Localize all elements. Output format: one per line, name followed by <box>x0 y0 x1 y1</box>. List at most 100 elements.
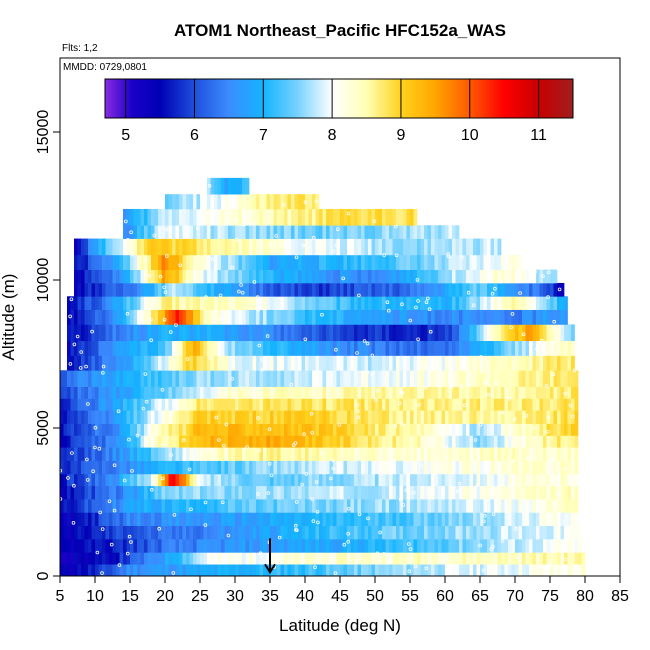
heatmap-cell <box>200 423 204 436</box>
heatmap-cell <box>469 552 474 565</box>
heatmap-cell <box>189 225 194 239</box>
heatmap-cell <box>483 370 488 387</box>
heatmap-cell <box>217 473 222 487</box>
heatmap-cell <box>508 398 512 411</box>
heatmap-cell <box>182 499 187 513</box>
heatmap-cell <box>263 386 267 399</box>
heatmap-cell <box>406 296 411 310</box>
heatmap-cell <box>287 512 292 527</box>
heatmap-cell <box>133 225 138 239</box>
heatmap-cell <box>242 473 246 487</box>
heatmap-cell <box>270 435 274 448</box>
heatmap-cell <box>308 552 313 565</box>
heatmap-cell <box>249 309 253 325</box>
heatmap-cell <box>487 460 491 475</box>
heatmap-cell <box>112 525 117 540</box>
heatmap-cell <box>179 225 183 239</box>
heatmap-cell <box>522 435 526 448</box>
heatmap-cell <box>77 539 82 553</box>
heatmap-cell <box>501 309 505 325</box>
heatmap-cell <box>347 423 351 436</box>
sample-point <box>293 523 298 528</box>
heatmap-cell <box>144 208 148 226</box>
sample-point <box>413 564 418 569</box>
heatmap-cell <box>210 447 215 461</box>
heatmap-cell <box>151 552 155 565</box>
heatmap-cell <box>378 355 383 371</box>
heatmap-cell <box>438 435 442 448</box>
heatmap-cell <box>231 208 236 226</box>
heatmap-cell <box>112 564 117 577</box>
heatmap-cell <box>490 238 495 256</box>
heatmap-cell <box>273 194 278 210</box>
heatmap-cell <box>207 499 211 513</box>
heatmap-cell <box>165 525 169 540</box>
heatmap-cell <box>438 512 442 527</box>
heatmap-cell <box>249 324 253 342</box>
heatmap-cell <box>228 485 232 500</box>
heatmap-cell <box>273 525 278 540</box>
heatmap-cell <box>224 309 229 325</box>
heatmap-cell <box>144 282 148 297</box>
heatmap-cell <box>326 296 330 310</box>
heatmap-cell <box>259 525 264 540</box>
sample-point <box>547 564 552 569</box>
heatmap-cell <box>452 386 456 399</box>
heatmap-cell <box>259 512 264 527</box>
heatmap-cell <box>168 340 173 356</box>
heatmap-cell <box>102 564 106 577</box>
heatmap-cell <box>336 370 341 387</box>
sample-point <box>473 438 478 442</box>
sample-point <box>331 466 336 471</box>
heatmap-cell <box>518 410 523 424</box>
heatmap-cell <box>574 410 579 424</box>
sample-point <box>309 411 314 416</box>
heatmap-cell <box>273 386 278 399</box>
heatmap-cell <box>546 447 551 461</box>
heatmap-cell <box>389 499 393 513</box>
heatmap-cell <box>469 355 474 371</box>
heatmap-cell <box>364 552 369 565</box>
heatmap-cell <box>522 410 526 424</box>
heatmap-cell <box>525 473 530 487</box>
heatmap-cell <box>574 423 579 436</box>
heatmap-cell <box>406 499 411 513</box>
heatmap-cell <box>420 552 425 565</box>
heatmap-cell <box>536 435 540 448</box>
heatmap-cell <box>441 269 446 284</box>
heatmap-cell <box>522 499 526 513</box>
heatmap-cell <box>102 539 106 553</box>
heatmap-cell <box>235 410 239 424</box>
heatmap-cell <box>361 485 365 500</box>
heatmap-cell <box>210 552 215 565</box>
heatmap-cell <box>130 238 134 256</box>
heatmap-cell <box>284 208 288 226</box>
heatmap-cell <box>434 435 439 448</box>
heatmap-cell <box>224 324 229 342</box>
heatmap-cell <box>403 208 407 226</box>
heatmap-cell <box>196 194 201 210</box>
heatmap-cell <box>319 208 323 226</box>
heatmap-cell <box>529 423 533 436</box>
heatmap-cell <box>238 254 243 270</box>
heatmap-cell <box>224 435 229 448</box>
heatmap-cell <box>158 340 162 356</box>
heatmap-cell <box>567 460 572 475</box>
sample-point <box>240 290 245 295</box>
heatmap-cell <box>515 512 519 527</box>
heatmap-cell <box>487 552 491 565</box>
heatmap-cell <box>88 282 92 297</box>
heatmap-cell <box>406 485 411 500</box>
heatmap-cell <box>144 410 148 424</box>
heatmap-cell <box>252 355 257 371</box>
heatmap-cell <box>105 269 110 284</box>
heatmap-cell <box>308 564 313 577</box>
heatmap-cell <box>315 564 320 577</box>
heatmap-cell <box>175 194 180 210</box>
heatmap-cell <box>217 423 222 436</box>
heatmap-cell <box>529 309 533 325</box>
heatmap-cell <box>448 269 453 284</box>
heatmap-cell <box>550 512 554 527</box>
heatmap-cell <box>581 552 586 565</box>
heatmap-cell <box>557 460 561 475</box>
